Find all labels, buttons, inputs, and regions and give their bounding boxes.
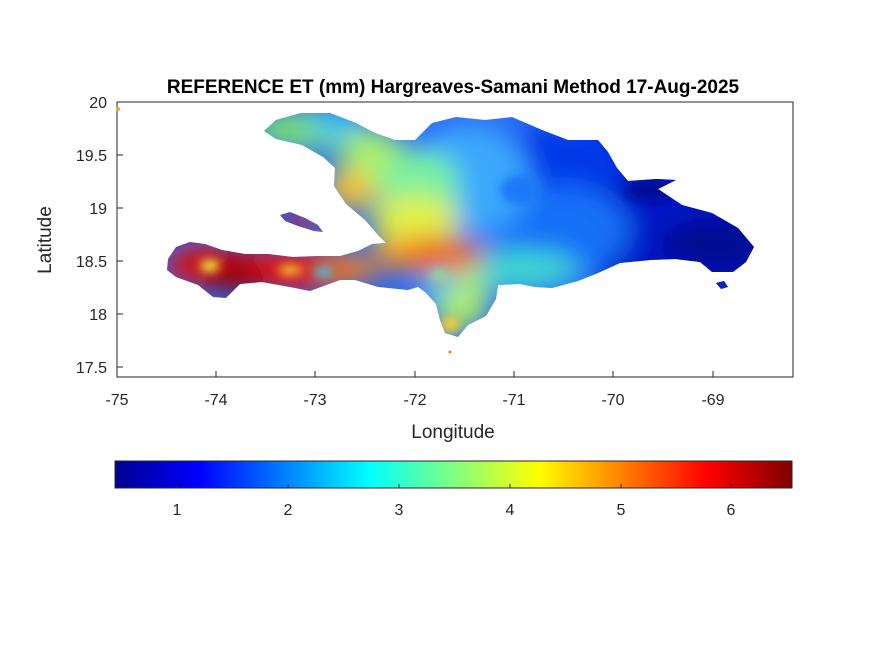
coastal-speck: [448, 350, 452, 354]
y-axis-label: Latitude: [35, 206, 56, 274]
coastal-speck: [116, 107, 120, 111]
y-tick-label: 20: [89, 95, 107, 112]
colorbar-tick-label: 1: [173, 502, 182, 519]
y-tick-label: 19: [89, 201, 107, 218]
map-title: REFERENCE ET (mm) Hargreaves-Samani Meth…: [167, 77, 740, 98]
x-axis-label: Longitude: [411, 422, 494, 443]
colorbar-tick-label: 3: [395, 502, 404, 519]
x-tick-label: -74: [204, 392, 227, 409]
y-tick-label: 18: [89, 307, 107, 324]
colorbar: [114, 460, 793, 489]
y-tick-label: 19.5: [76, 148, 107, 165]
x-tick-label: -71: [502, 392, 525, 409]
colorbar-ticks: [176, 484, 732, 488]
y-ticks: [117, 101, 123, 368]
colorbar-tick-label: 5: [617, 502, 626, 519]
x-tick-label: -72: [403, 392, 426, 409]
x-ticks: [116, 371, 714, 377]
y-tick-label: 18.5: [76, 254, 107, 271]
x-tick-label: -75: [105, 392, 128, 409]
x-tick-label: -70: [601, 392, 624, 409]
colorbar-tick-label: 6: [727, 502, 736, 519]
colorbar-tick-label: 2: [284, 502, 293, 519]
x-tick-label: -73: [303, 392, 326, 409]
x-tick-label: -69: [701, 392, 724, 409]
y-tick-label: 17.5: [76, 360, 107, 377]
colorbar-tick-label: 4: [506, 502, 515, 519]
